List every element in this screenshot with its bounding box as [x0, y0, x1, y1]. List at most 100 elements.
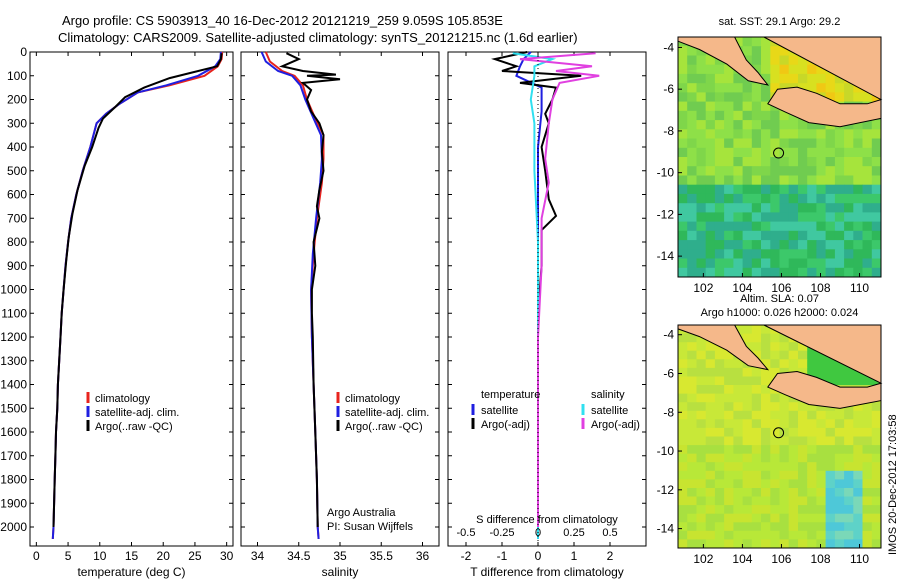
- x2-tick-label: 0.5: [602, 527, 617, 539]
- map-cell: [807, 212, 817, 223]
- map-cell: [788, 203, 799, 213]
- map-cell: [696, 166, 707, 176]
- map-cell: [705, 470, 716, 480]
- map-cell: [834, 419, 845, 429]
- map-cell: [742, 184, 753, 195]
- map-cell: [844, 522, 854, 532]
- map-cell: [705, 530, 716, 540]
- map-cell: [779, 110, 790, 121]
- map-cell: [751, 445, 762, 455]
- map-cell: [733, 83, 744, 93]
- map-cell: [696, 530, 707, 540]
- map-cell: [779, 157, 790, 167]
- map-cell: [705, 221, 716, 232]
- map-cell: [871, 249, 882, 259]
- map-cell: [770, 138, 780, 149]
- map-cell: [696, 157, 707, 167]
- map-cell: [733, 230, 744, 241]
- map-cell: [871, 445, 882, 455]
- map-cell: [834, 445, 845, 455]
- legend-label: climatology: [345, 393, 401, 405]
- map-y-tick-label: -8: [663, 124, 674, 138]
- map-cell: [807, 402, 817, 412]
- map-cell: [862, 230, 873, 241]
- map-cell: [751, 419, 762, 429]
- map-cell: [751, 166, 762, 176]
- map-cell: [798, 453, 808, 463]
- land-sumatra: [677, 324, 770, 371]
- map-cell: [724, 138, 734, 149]
- map-cell: [779, 147, 790, 158]
- map-y-tick-label: -4: [663, 40, 674, 54]
- map-cell: [816, 367, 827, 377]
- map-y-tick-label: -14: [657, 249, 675, 263]
- map-cell: [678, 46, 688, 56]
- map-cell: [714, 258, 725, 269]
- map-cell: [724, 427, 734, 437]
- map-cell: [696, 410, 707, 420]
- map-cell: [705, 240, 716, 250]
- map-cell: [853, 479, 863, 489]
- map-cell: [742, 453, 753, 463]
- map-cell: [733, 479, 744, 489]
- map-cell: [705, 175, 716, 186]
- map-cell: [844, 462, 854, 472]
- map-cell: [825, 129, 836, 139]
- argo-location-marker: [773, 147, 785, 159]
- map-cell: [770, 166, 780, 176]
- map-cell: [788, 496, 799, 506]
- map-cell: [714, 436, 725, 446]
- map-cell: [724, 221, 734, 232]
- map-cell: [742, 427, 753, 437]
- map-cell: [770, 367, 780, 377]
- map-cell: [696, 64, 707, 75]
- map-cell: [816, 505, 827, 515]
- x-tick-label: 30: [220, 549, 234, 563]
- map-cell: [862, 175, 873, 186]
- map-cell: [714, 479, 725, 489]
- map-cell: [751, 120, 762, 130]
- map-cell: [779, 240, 790, 250]
- map-cell: [871, 530, 882, 540]
- y-tick-label: 100: [7, 69, 27, 83]
- map-cell: [871, 436, 882, 446]
- map-cell: [798, 402, 808, 412]
- map-cell: [705, 101, 716, 112]
- map-cell: [779, 462, 790, 472]
- map-cell: [770, 350, 780, 360]
- map-cell: [862, 258, 873, 269]
- map-cell: [705, 488, 716, 498]
- map-cell: [751, 157, 762, 167]
- map-cell: [761, 46, 771, 56]
- y-tick-label: 0: [20, 45, 27, 59]
- map-cell: [714, 462, 725, 472]
- map-cell: [761, 325, 771, 335]
- map-cell: [788, 427, 799, 437]
- map-cell: [770, 175, 780, 186]
- map-cell: [678, 221, 688, 232]
- x-tick-label: 15: [125, 549, 139, 563]
- legend-label: climatology: [95, 393, 151, 405]
- map-cell: [696, 129, 707, 139]
- map-cell: [807, 539, 817, 549]
- map-cell: [862, 193, 873, 204]
- map-cell: [779, 138, 790, 149]
- map-cell: [834, 470, 845, 480]
- map-cell: [770, 402, 780, 412]
- map-cell: [844, 267, 854, 278]
- map-cell: [696, 101, 707, 112]
- map-cell: [724, 249, 734, 259]
- map-cell: [798, 73, 808, 84]
- map-cell: [807, 157, 817, 167]
- map-cell: [807, 367, 817, 377]
- map-cell: [696, 350, 707, 360]
- map-cell: [724, 157, 734, 167]
- map-cell: [779, 230, 790, 241]
- map-cell: [687, 359, 697, 369]
- map-cell: [807, 505, 817, 515]
- map-cell: [779, 496, 790, 506]
- map-cell: [678, 193, 688, 204]
- map-cell: [788, 445, 799, 455]
- map-cell: [714, 513, 725, 523]
- map-cell: [761, 138, 771, 149]
